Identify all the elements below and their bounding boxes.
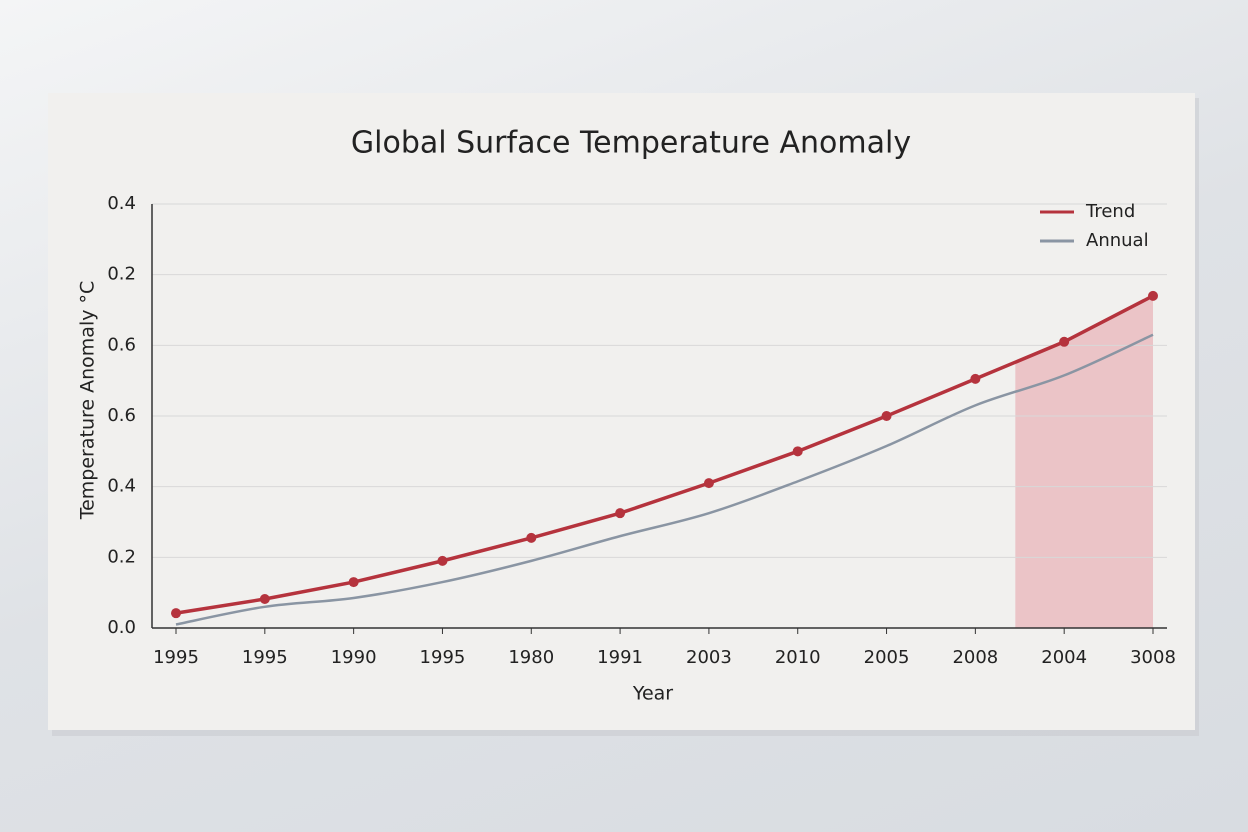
x-tick-label: 2010 xyxy=(775,647,821,668)
legend-label: Annual xyxy=(1086,230,1149,251)
data-point xyxy=(1059,336,1070,347)
x-tick-label: 3008 xyxy=(1130,647,1176,668)
x-tick-label: 1995 xyxy=(420,647,466,668)
x-tick-label: 2005 xyxy=(864,647,910,668)
data-point xyxy=(881,411,892,421)
x-tick-label: 2004 xyxy=(1041,647,1087,668)
x-tick-label: 1990 xyxy=(331,647,377,668)
legend-label: Trend xyxy=(1085,201,1135,222)
highlight-region xyxy=(1015,295,1153,628)
series-line xyxy=(175,294,1154,615)
x-axis-title: Year xyxy=(632,683,673,705)
x-tick-label: 2003 xyxy=(686,647,732,668)
x-tick-label: 1991 xyxy=(597,647,643,668)
data-point xyxy=(615,508,626,519)
y-tick-label: 0.4 xyxy=(107,193,136,214)
x-tick-label: 1995 xyxy=(153,647,199,668)
y-tick-label: 0.6 xyxy=(107,334,136,355)
y-tick-label: 0.6 xyxy=(107,405,136,426)
y-tick-label: 0.4 xyxy=(107,476,136,497)
data-point xyxy=(348,577,359,588)
y-axis-title: Temperature Anomaly °C xyxy=(77,281,99,521)
y-tick-label: 0.2 xyxy=(107,264,136,285)
data-point xyxy=(171,608,181,619)
x-tick-label: 1995 xyxy=(242,647,288,668)
data-point xyxy=(259,594,270,605)
data-point xyxy=(703,478,714,489)
card xyxy=(48,93,1195,730)
chart-title: Global Surface Temperature Anomaly xyxy=(351,126,911,161)
y-tick-label: 0.2 xyxy=(107,546,136,567)
data-point xyxy=(437,555,448,566)
series-line xyxy=(175,333,1154,626)
data-point xyxy=(526,532,537,543)
data-point xyxy=(970,373,981,384)
data-point xyxy=(1148,290,1158,301)
x-tick-label: 2008 xyxy=(952,647,998,668)
y-tick-label: 0.0 xyxy=(107,617,136,638)
x-tick-label: 1980 xyxy=(508,647,554,668)
data-point xyxy=(792,446,803,457)
